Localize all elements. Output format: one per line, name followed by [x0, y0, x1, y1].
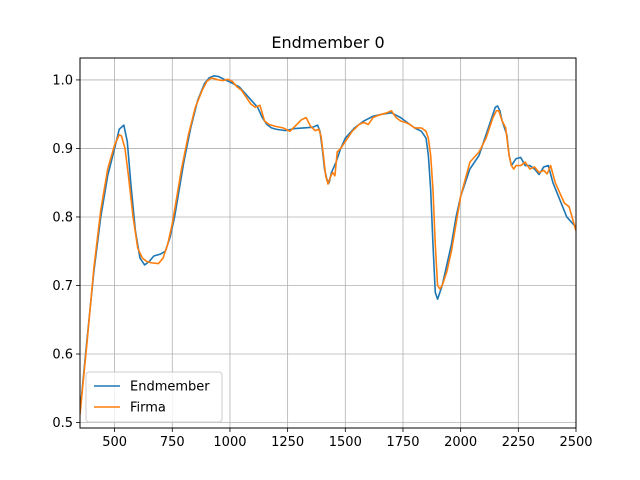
series-layer — [80, 75, 576, 416]
legend-label: Firma — [130, 401, 166, 416]
y-tick-label: 0.8 — [52, 210, 73, 225]
chart-title: Endmember 0 — [271, 33, 384, 52]
y-tick-label: 1.0 — [52, 73, 73, 88]
y-tick-label: 0.9 — [52, 142, 73, 157]
x-axis: 500 750 1000 1250 1500 1750 2000 2250 2500 — [102, 428, 593, 450]
x-tick-label: 2250 — [502, 435, 535, 450]
y-tick-label: 0.6 — [52, 348, 73, 363]
y-axis: 0.5 0.6 0.7 0.8 0.9 1.0 — [52, 73, 80, 431]
series-line-firma — [80, 77, 576, 416]
legend-label: Endmember — [130, 380, 210, 395]
x-tick-label: 1500 — [329, 435, 362, 450]
x-tick-label: 1000 — [213, 435, 246, 450]
y-tick-label: 0.7 — [52, 279, 73, 294]
x-tick-label: 500 — [102, 435, 127, 450]
x-tick-label: 2000 — [444, 435, 477, 450]
x-tick-label: 750 — [160, 435, 185, 450]
plot-frame — [79, 57, 577, 429]
x-tick-label: 1250 — [271, 435, 304, 450]
x-tick-label: 1750 — [386, 435, 419, 450]
y-tick-label: 0.5 — [52, 416, 73, 431]
plot-area — [80, 58, 576, 428]
legend-box — [85, 371, 223, 423]
legend: Endmember Firma — [85, 371, 223, 423]
x-tick-label: 2500 — [559, 435, 592, 450]
